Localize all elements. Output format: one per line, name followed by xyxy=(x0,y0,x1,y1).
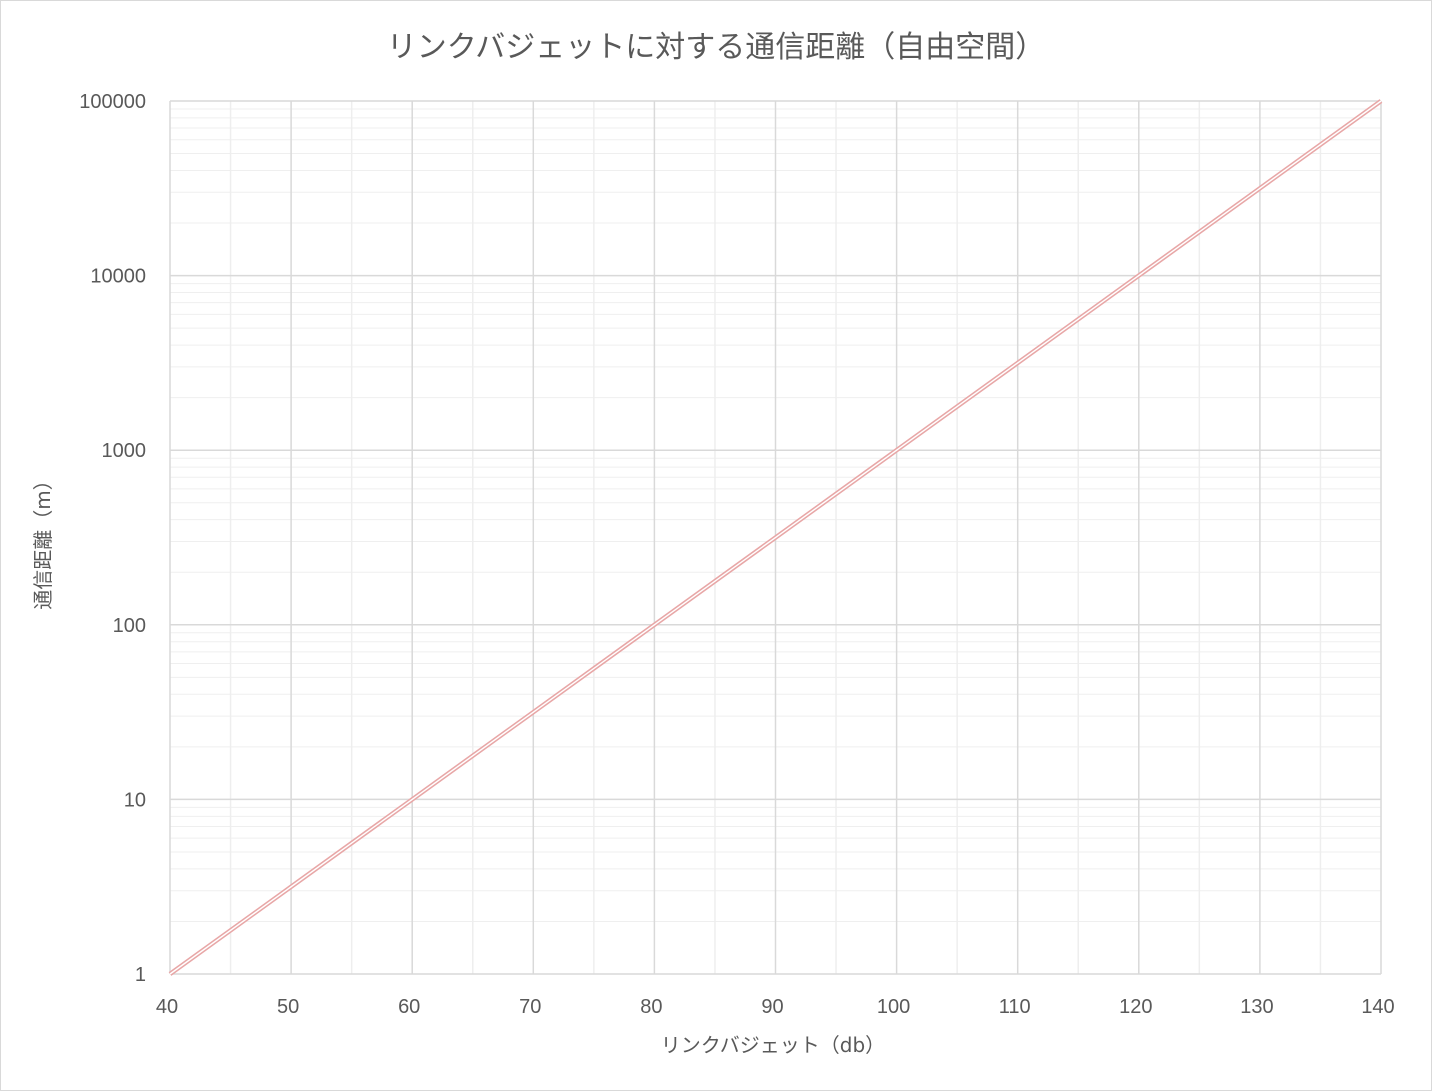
y-tick-label: 1 xyxy=(135,964,146,986)
x-tick-label: 100 xyxy=(877,996,910,1018)
x-tick-label: 130 xyxy=(1240,996,1273,1018)
x-tick-label: 60 xyxy=(398,996,420,1018)
x-tick-label: 120 xyxy=(1119,996,1152,1018)
x-tick-label: 110 xyxy=(999,996,1031,1018)
x-tick-label: 50 xyxy=(277,996,299,1018)
x-axis-title: リンクバジェット（db） xyxy=(661,1033,885,1057)
major-gridlines xyxy=(169,100,1382,975)
series-layer xyxy=(168,99,1383,976)
y-axis-title: 通信距離（m） xyxy=(31,470,55,609)
y-tick-label: 100 xyxy=(113,615,146,637)
x-tick-label: 90 xyxy=(761,996,783,1018)
x-tick-label: 40 xyxy=(156,996,178,1018)
x-tick-label: 140 xyxy=(1361,996,1394,1018)
chart-title: リンクバジェットに対する通信距離（自由空間） xyxy=(387,30,1046,65)
series-line-inner xyxy=(169,100,1382,975)
y-tick-label: 1000 xyxy=(102,440,147,462)
y-tick-label: 10 xyxy=(124,789,146,811)
x-tick-label: 80 xyxy=(640,996,662,1018)
y-axis-ticks: 1 10 100 1000 10000 100000 xyxy=(79,91,146,986)
y-tick-label: 10000 xyxy=(90,266,146,288)
y-tick-label: 100000 xyxy=(79,91,146,113)
x-tick-label: 70 xyxy=(519,996,541,1018)
x-axis-ticks: 40 50 60 70 80 90 100 110 120 130 140 xyxy=(156,996,1395,1018)
